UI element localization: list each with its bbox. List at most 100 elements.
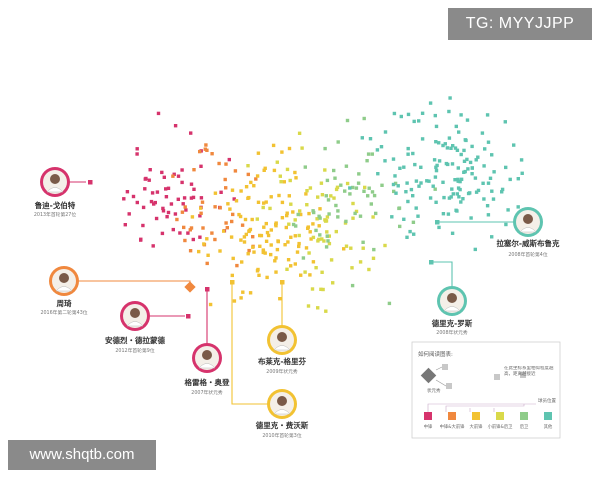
scatter-point: [441, 143, 445, 148]
scatter-point: [391, 182, 396, 187]
legend-swatch: [448, 412, 456, 420]
scatter-point: [248, 227, 253, 232]
scatter-point: [297, 233, 301, 238]
scatter-point: [205, 261, 209, 266]
player-note: 2010年首轮第3位: [262, 432, 301, 439]
scatter-point: [230, 188, 235, 192]
scatter-point: [481, 181, 485, 185]
scatter-point: [191, 195, 196, 200]
scatter-point: [225, 226, 229, 230]
scatter-point: [228, 207, 232, 211]
scatter-point: [274, 270, 278, 274]
scatter-point: [266, 233, 271, 238]
scatter-point: [459, 113, 463, 117]
scatter-point: [370, 152, 374, 156]
scatter-point: [321, 287, 325, 292]
scatter-point: [428, 101, 433, 105]
scatter-point: [486, 181, 491, 185]
scatter-point: [315, 217, 319, 221]
scatter-point: [273, 259, 277, 263]
scatter-point: [458, 179, 462, 184]
scatter-point: [306, 304, 311, 308]
scatter-point: [175, 217, 179, 222]
scatter-point: [456, 166, 460, 170]
scatter-point: [339, 183, 343, 187]
scatter-point: [405, 181, 409, 185]
scatter-point: [188, 228, 192, 232]
scatter-point: [356, 181, 361, 185]
legend-sample-point: [446, 383, 452, 389]
scatter-point: [323, 168, 327, 172]
scatter-point: [482, 164, 486, 168]
scatter-point: [135, 147, 139, 151]
scatter-point: [490, 153, 494, 157]
scatter-point: [210, 152, 214, 156]
scatter-point: [265, 275, 269, 280]
scatter-point: [198, 149, 202, 154]
scatter-point: [419, 181, 423, 185]
scatter-point: [508, 177, 512, 182]
scatter-point: [393, 181, 398, 186]
scatter-point: [264, 200, 268, 204]
scatter-point: [380, 183, 384, 187]
scatter-point: [345, 181, 350, 186]
scatter-point: [252, 184, 256, 188]
scatter-point: [351, 185, 355, 190]
scatter-point: [433, 113, 437, 118]
scatter-point: [204, 143, 208, 147]
scatter-point: [278, 174, 282, 178]
scatter-point: [269, 243, 273, 247]
scatter-point: [297, 241, 301, 246]
scatter-point: [171, 227, 175, 232]
scatter-point: [519, 158, 524, 162]
scatter-point: [148, 168, 152, 172]
scatter-point: [476, 155, 480, 159]
scatter-point: [186, 231, 190, 235]
scatter-point: [255, 217, 259, 221]
scatter-point: [406, 112, 411, 117]
scatter-point: [486, 140, 491, 144]
scatter-point: [412, 232, 416, 236]
legend-item-label: 其他: [544, 423, 553, 430]
scatter-point: [464, 138, 468, 143]
scatter-point: [190, 215, 195, 219]
scatter-point: [304, 192, 308, 196]
scatter-point: [450, 162, 455, 166]
scatter-point: [224, 186, 228, 190]
scatter-point: [351, 216, 355, 220]
scatter-point: [420, 137, 425, 141]
scatter-point: [289, 202, 293, 206]
scatter-point: [268, 206, 272, 211]
scatter-point: [139, 237, 143, 241]
player-name: 鲁迪-戈伯特: [35, 200, 76, 210]
scatter-point: [353, 211, 357, 216]
scatter-point: [370, 190, 375, 194]
scatter-point: [289, 264, 293, 268]
scatter-point: [248, 291, 253, 295]
scatter-point: [449, 146, 453, 150]
scatter-point: [153, 200, 157, 205]
scatter-point: [387, 301, 392, 306]
scatter-point: [504, 222, 508, 227]
scatter-point: [297, 131, 302, 135]
scatter-point: [456, 177, 460, 182]
scatter-point: [441, 212, 446, 216]
scatter-point: [293, 218, 297, 222]
scatter-point: [224, 162, 228, 166]
scatter-point: [243, 217, 248, 222]
scatter-point: [350, 266, 354, 270]
scatter-point: [332, 196, 336, 200]
scatter-point: [250, 217, 254, 222]
scatter-point: [180, 210, 185, 214]
scatter-point: [285, 267, 289, 271]
scatter-point: [334, 203, 338, 208]
scatter-point: [329, 194, 333, 198]
legend-sample-point: [520, 372, 526, 378]
scatter-point: [314, 228, 318, 233]
scatter-point: [296, 212, 300, 217]
scatter-point: [165, 215, 169, 219]
scatter-point: [258, 244, 262, 248]
scatter-point: [311, 222, 315, 226]
scatter-point: [189, 226, 194, 230]
scatter-point: [448, 96, 452, 100]
